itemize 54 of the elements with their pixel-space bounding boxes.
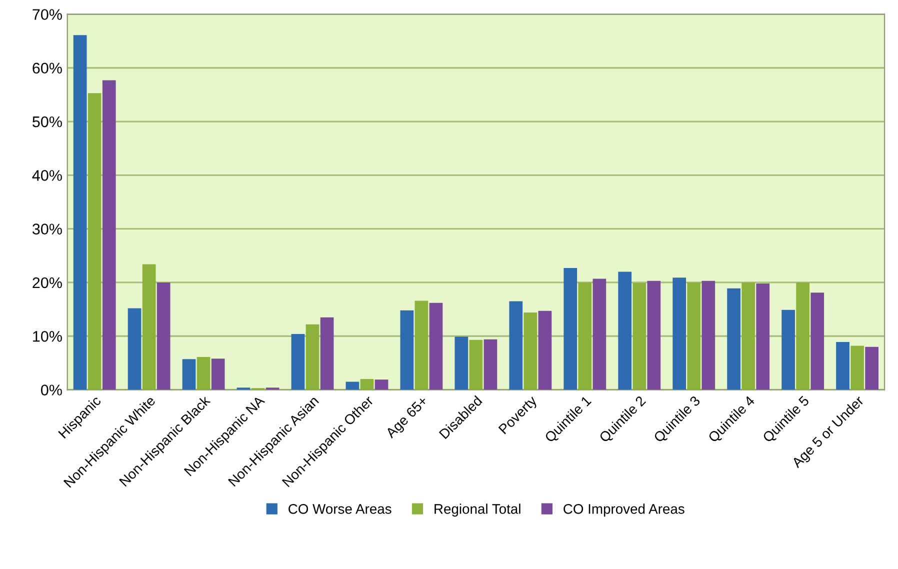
bar	[687, 282, 701, 390]
legend-label: CO Worse Areas	[288, 504, 392, 514]
bar	[509, 301, 523, 390]
bar	[156, 282, 170, 390]
bar	[182, 359, 196, 390]
y-tick-label: 30%	[32, 224, 62, 235]
bar	[727, 288, 740, 390]
bar	[850, 346, 864, 390]
bar	[647, 280, 661, 390]
bar	[374, 380, 388, 390]
bar	[102, 80, 116, 390]
bar	[524, 312, 538, 390]
bar	[538, 310, 552, 390]
bar	[484, 339, 498, 390]
bar	[865, 346, 878, 390]
bar	[142, 264, 156, 390]
bar	[742, 282, 756, 390]
bar	[810, 292, 824, 390]
bar	[414, 300, 428, 390]
bar	[291, 334, 305, 390]
x-tick-label: Age 65+	[384, 395, 430, 441]
bar	[672, 278, 686, 390]
bar	[196, 357, 210, 390]
bar	[128, 308, 142, 390]
bar	[702, 280, 716, 390]
bar	[578, 282, 592, 390]
bar	[346, 382, 360, 390]
bar	[88, 93, 102, 390]
legend-label: CO Improved Areas	[564, 504, 684, 517]
bar	[756, 284, 770, 390]
bar	[618, 272, 632, 390]
bar	[632, 283, 646, 390]
y-tick-label: 60%	[32, 62, 62, 74]
bar	[211, 358, 225, 390]
y-tick-label: 40%	[32, 170, 62, 181]
bar	[400, 310, 414, 390]
bar	[360, 379, 374, 390]
y-tick-label: 70%	[32, 9, 62, 20]
bar	[836, 342, 850, 390]
y-tick-label: 0%	[41, 384, 62, 396]
y-tick-label: 10%	[33, 330, 62, 342]
bar	[320, 317, 334, 390]
y-tick-label: 50%	[32, 116, 62, 128]
bar	[796, 282, 810, 390]
y-tick-label: 20%	[32, 277, 62, 288]
bar	[592, 278, 606, 390]
bar	[782, 310, 795, 390]
bar	[73, 35, 87, 390]
bar	[564, 268, 578, 390]
bar	[454, 336, 468, 390]
bar	[306, 324, 320, 390]
bar	[469, 340, 483, 390]
bar	[429, 302, 443, 390]
legend-label: Regional Total	[434, 504, 520, 517]
